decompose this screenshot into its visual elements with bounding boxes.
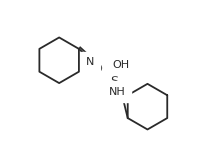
Text: N: N [86,57,95,67]
Text: OH: OH [113,60,130,70]
Text: NH: NH [109,87,125,97]
Text: S: S [110,75,118,88]
Text: O: O [94,64,102,74]
